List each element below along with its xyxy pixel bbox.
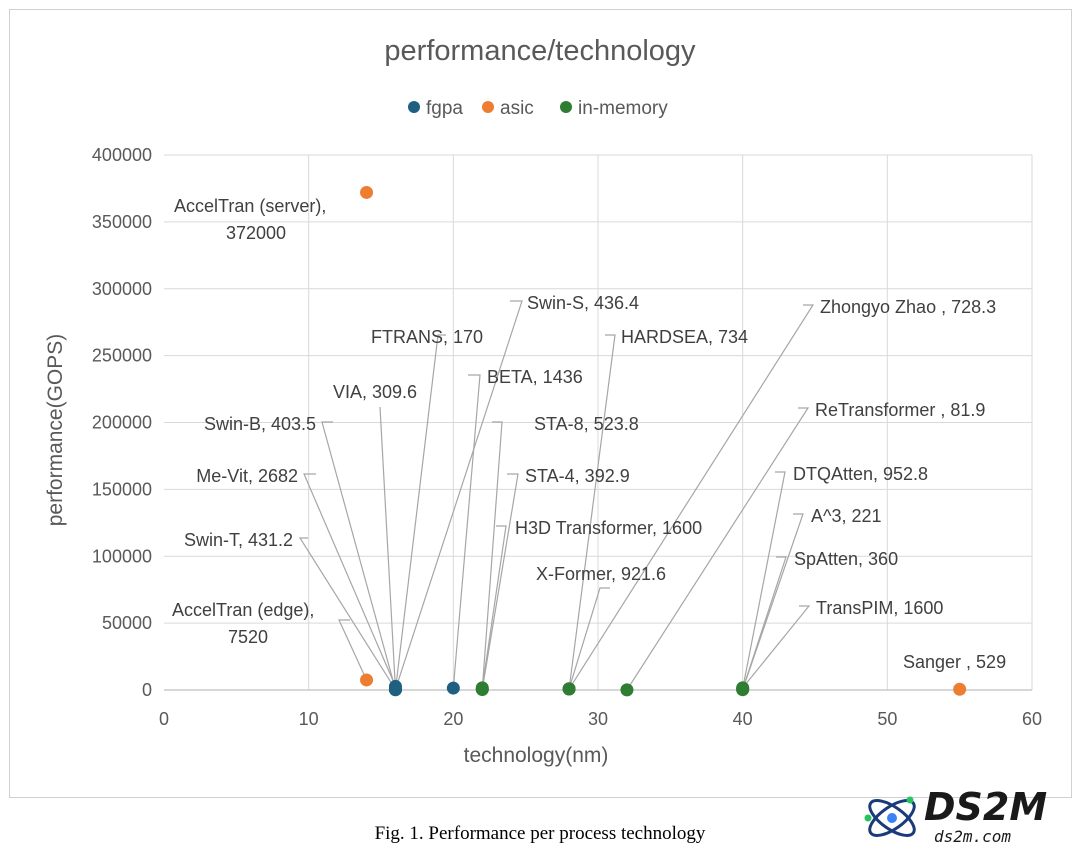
data-label: X-Former, 921.6 xyxy=(536,564,666,584)
chart-title: performance/technology xyxy=(384,35,696,67)
data-point-asic xyxy=(360,673,374,687)
data-label-value: 7520 xyxy=(228,627,268,647)
data-label-value: 372000 xyxy=(226,223,286,243)
legend-marker-fgpa xyxy=(408,101,420,113)
leader-line-15 xyxy=(626,407,810,691)
leader-line-12 xyxy=(481,525,507,688)
data-point-in-memory xyxy=(736,681,750,695)
data-label: STA-4, 392.9 xyxy=(525,466,630,486)
legend-label-fgpa: fgpa xyxy=(426,98,463,119)
scatter-chart: performance/technology fgpa asic in-memory 0… xyxy=(44,35,1042,767)
leader-line-16 xyxy=(742,471,786,689)
leader-line-2 xyxy=(394,300,523,690)
leader-line-13 xyxy=(568,587,610,689)
data-label: BETA, 1436 xyxy=(487,367,583,387)
data-label-name: AccelTran (edge), xyxy=(172,600,314,620)
data-label: DTQAtten, 952.8 xyxy=(793,464,928,484)
y-tick-label: 400000 xyxy=(92,145,152,165)
data-label: Swin-T, 431.2 xyxy=(184,530,293,550)
y-tick-label: 200000 xyxy=(92,413,152,433)
x-tick-label: 10 xyxy=(299,709,319,729)
legend-label-asic: asic xyxy=(500,98,534,119)
x-tick-label: 30 xyxy=(588,709,608,729)
leader-line-10 xyxy=(481,421,503,690)
x-tick-label: 60 xyxy=(1022,709,1042,729)
data-label: ReTransformer , 81.9 xyxy=(815,400,985,420)
figure-caption: Fig. 1. Performance per process technolo… xyxy=(374,823,706,844)
data-label: Zhongyo Zhao , 728.3 xyxy=(820,297,996,317)
data-point-asic xyxy=(953,682,967,696)
data-label: VIA, 309.6 xyxy=(333,382,417,402)
data-label: H3D Transformer, 1600 xyxy=(515,518,702,538)
y-axis-title: performance(GOPS) xyxy=(44,334,67,527)
data-label: TransPIM, 1600 xyxy=(816,598,943,618)
data-label: FTRANS, 170 xyxy=(371,327,483,347)
x-axis-title: technology(nm) xyxy=(464,744,609,767)
x-tick-label: 0 xyxy=(159,709,169,729)
watermark-brand: DS2M xyxy=(924,785,1047,829)
x-tick-label: 50 xyxy=(877,709,897,729)
leader-line-3 xyxy=(394,334,446,690)
data-label: A^3, 221 xyxy=(811,506,882,526)
data-label: Me-Vit, 2682 xyxy=(196,466,298,486)
data-point-asic xyxy=(360,185,374,199)
y-tick-label: 100000 xyxy=(92,546,152,566)
data-label: STA-8, 523.8 xyxy=(534,414,639,434)
leader-line-19 xyxy=(742,605,811,689)
x-tick-label: 20 xyxy=(443,709,463,729)
leader-line-9 xyxy=(568,334,616,690)
data-label-name: AccelTran (server), xyxy=(174,196,326,216)
leader-line-5 xyxy=(321,421,397,690)
y-tick-label: 350000 xyxy=(92,212,152,232)
data-point-fgpa xyxy=(446,681,460,695)
y-tick-label: 150000 xyxy=(92,479,152,499)
data-label: HARDSEA, 734 xyxy=(621,327,748,347)
data-point-in-memory xyxy=(620,683,634,697)
data-label: Sanger , 529 xyxy=(903,652,1006,672)
leader-line-18 xyxy=(742,556,787,690)
y-tick-label: 300000 xyxy=(92,279,152,299)
legend-marker-asic xyxy=(482,101,494,113)
y-tick-label: 250000 xyxy=(92,346,152,366)
leader-line-6 xyxy=(303,473,397,687)
data-point-in-memory xyxy=(562,682,576,696)
atom-icon xyxy=(864,796,916,837)
x-tick-label: 40 xyxy=(733,709,753,729)
leader-line-1 xyxy=(338,619,368,681)
data-point-in-memory xyxy=(475,681,489,695)
legend-marker-in-memory xyxy=(560,101,572,113)
ds2m-watermark: DS2M ds2m.com xyxy=(864,785,1047,846)
leader-line-8 xyxy=(452,374,481,689)
watermark-site: ds2m.com xyxy=(934,827,1011,846)
chart-frame: performance/technology fgpa asic in-memory 0… xyxy=(9,9,1072,798)
data-label: SpAtten, 360 xyxy=(794,549,898,569)
data-label: Swin-B, 403.5 xyxy=(204,414,316,434)
leader-line-11 xyxy=(481,473,519,690)
leader-line-7 xyxy=(298,537,396,690)
legend-label-in-memory: in-memory xyxy=(578,98,668,119)
data-point-fgpa xyxy=(388,682,402,696)
leader-line-17 xyxy=(742,513,804,690)
leader-line-4 xyxy=(379,406,397,690)
leader-line-14 xyxy=(568,304,815,690)
y-tick-label: 0 xyxy=(142,680,152,700)
data-label: Swin-S, 436.4 xyxy=(527,293,639,313)
y-tick-label: 50000 xyxy=(102,613,152,633)
